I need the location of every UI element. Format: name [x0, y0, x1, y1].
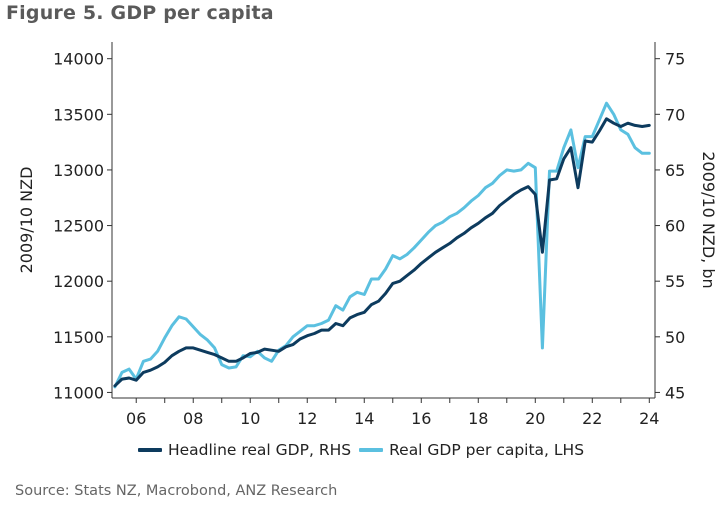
legend-swatch-per-capita	[359, 448, 384, 452]
left-tick-label: 12500	[53, 217, 104, 236]
x-tick-label: 08	[183, 409, 203, 428]
right-axis-label: 2009/10 NZD, bn	[699, 151, 718, 288]
legend: Headline real GDP, RHS Real GDP per capi…	[0, 441, 722, 459]
left-axis-label: 2009/10 NZD	[17, 167, 36, 274]
x-tick-label: 22	[582, 409, 602, 428]
chart-axes: 11000 11500 12000 12500 13000 13500 14000 45 50 5…	[53, 42, 685, 428]
x-tick-label: 24	[639, 409, 659, 428]
left-tick-label: 11000	[53, 383, 104, 402]
legend-swatch-headline	[137, 448, 162, 452]
left-tick-label: 12000	[53, 272, 104, 291]
x-tick-label: 14	[354, 409, 374, 428]
right-tick-label: 45	[665, 383, 685, 402]
x-tick-label: 12	[297, 409, 317, 428]
x-tick-label: 18	[468, 409, 488, 428]
right-tick-label: 60	[665, 217, 685, 236]
legend-item-per-capita: Real GDP per capita, LHS	[359, 441, 584, 459]
left-tick-label: 13000	[53, 161, 104, 180]
left-tick-label: 13500	[53, 105, 104, 124]
left-tick-label: 11500	[53, 328, 104, 347]
right-tick-label: 65	[665, 161, 685, 180]
legend-label-per-capita: Real GDP per capita, LHS	[389, 441, 585, 459]
x-tick-label: 20	[525, 409, 545, 428]
figure-title: Figure 5. GDP per capita	[6, 2, 274, 24]
left-tick-label: 14000	[53, 50, 104, 69]
chart-lines	[113, 101, 651, 389]
x-tick-label: 16	[411, 409, 431, 428]
legend-item-headline: Headline real GDP, RHS	[137, 441, 352, 459]
right-tick-label: 70	[665, 105, 685, 124]
right-tick-label: 75	[665, 50, 685, 69]
source-note: Source: Stats NZ, Macrobond, ANZ Researc…	[15, 483, 338, 499]
right-tick-label: 50	[665, 328, 685, 347]
legend-label-headline: Headline real GDP, RHS	[167, 441, 352, 459]
series-line-headline	[113, 117, 651, 388]
right-tick-label: 55	[665, 272, 685, 291]
series-line-per-capita	[113, 101, 651, 389]
x-tick-label: 10	[240, 409, 260, 428]
x-tick-label: 06	[126, 409, 146, 428]
